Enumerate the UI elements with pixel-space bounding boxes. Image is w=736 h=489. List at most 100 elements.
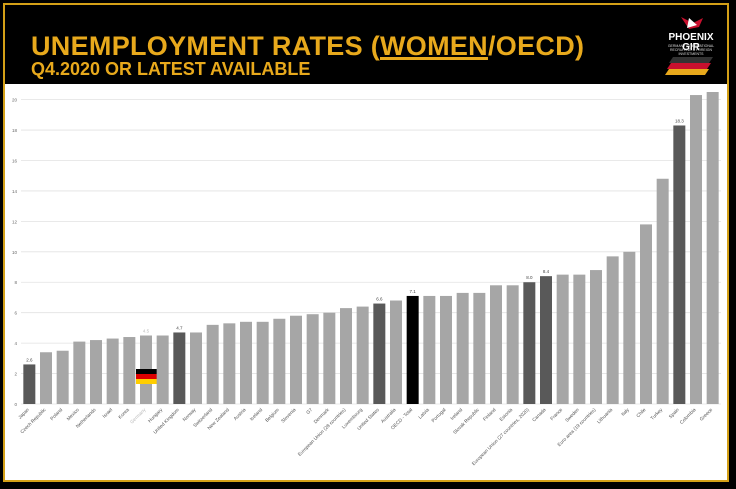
bar <box>456 292 469 404</box>
x-tick-label: Belgium <box>264 407 281 424</box>
x-tick-label: Canada <box>531 407 547 423</box>
chart-subtitle: Q4.2020 OR LATEST AVAILABLE <box>31 59 311 79</box>
y-tick-label: 8 <box>14 280 17 285</box>
x-tick-label: Lithuania <box>596 407 614 425</box>
data-label: 6.6 <box>376 297 383 302</box>
y-tick-label: 6 <box>14 311 17 316</box>
bar <box>223 323 236 404</box>
plot-area: 0 2 4 6 8 10 12 14 16 18 20 2.6 Japan Czech Republic P… <box>5 84 727 480</box>
data-label: 8.0 <box>526 275 533 280</box>
germany-flag-stripe <box>136 374 158 379</box>
x-tick-label: Germany <box>129 407 148 426</box>
y-tick-label: 12 <box>12 219 18 224</box>
x-tick-label: Japan <box>17 407 31 421</box>
bar <box>556 274 569 404</box>
bar <box>606 256 619 404</box>
y-tick-label: 20 <box>12 98 18 103</box>
bar <box>423 295 436 404</box>
x-tick-label: Austria <box>233 407 248 422</box>
bar <box>340 308 352 404</box>
x-tick-label: Colombia <box>679 407 698 426</box>
bar <box>190 332 202 404</box>
bar <box>506 285 519 404</box>
bar <box>306 314 319 404</box>
bar <box>173 332 186 404</box>
bar <box>356 306 369 404</box>
data-label: 4.7 <box>176 325 183 330</box>
x-tick-label: Ireland <box>449 407 464 422</box>
bar <box>156 335 169 404</box>
bar <box>706 92 719 404</box>
data-label: 18.3 <box>675 118 684 123</box>
phoenix-bird-icon <box>665 17 713 75</box>
chart-title: UNEMPLOYMENT RATES (WOMEN/OECD) <box>31 31 585 61</box>
x-tick-label: Norway <box>182 407 198 423</box>
x-tick-label: Estonia <box>499 407 515 423</box>
bar <box>56 350 69 404</box>
x-tick-label: Turkey <box>650 407 665 422</box>
bar <box>240 321 252 404</box>
x-tick-label: Mexico <box>66 407 81 422</box>
x-tick-label: Greece <box>699 407 715 423</box>
bar <box>490 285 502 404</box>
x-tick-label: France <box>549 407 564 422</box>
bar <box>623 251 636 404</box>
bar <box>256 321 269 404</box>
bar <box>123 337 136 404</box>
chart-frame: UNEMPLOYMENT RATES (WOMEN/OECD) Q4.2020 … <box>3 3 729 482</box>
x-tick-label: Korea <box>117 407 131 421</box>
x-tick-label: Italy <box>620 407 631 418</box>
germany-flag-stripe <box>136 369 158 374</box>
y-tick-label: 4 <box>14 341 17 346</box>
bar <box>656 178 669 404</box>
bar <box>323 312 336 404</box>
bar <box>573 274 586 404</box>
x-tick-label: Portugal <box>431 407 448 424</box>
y-tick-label: 2 <box>14 372 17 377</box>
bar <box>540 276 552 404</box>
bar <box>440 295 452 404</box>
bar <box>373 303 386 404</box>
bar <box>290 315 302 404</box>
header: UNEMPLOYMENT RATES (WOMEN/OECD) Q4.2020 … <box>5 5 727 81</box>
bar <box>690 95 702 405</box>
bar <box>106 338 119 404</box>
x-tick-label: European Union (27 countries, 2020) <box>471 407 531 467</box>
bar <box>273 318 286 404</box>
bar <box>73 341 86 404</box>
x-tick-label: Spain <box>668 407 681 420</box>
phoenix-logo: PHOENIX GIR GERMANY INTERNATIONAL RECRUI… <box>659 15 723 79</box>
y-tick-label: 16 <box>12 158 18 163</box>
data-label: 2.6 <box>26 357 33 362</box>
bar <box>406 295 419 404</box>
data-label: 7.1 <box>410 289 417 294</box>
x-tick-label: Hungary <box>147 407 164 424</box>
x-tick-label: Chile <box>635 407 647 419</box>
x-tick-label: Finland <box>482 407 498 423</box>
bar <box>206 324 219 404</box>
x-tick-label: G7 <box>305 407 314 416</box>
logo-subtext: GERMANY INTERNATIONAL RECRUITING & FOREI… <box>667 44 715 56</box>
data-label: 4.5 <box>143 329 150 334</box>
y-tick-label: 14 <box>12 189 18 194</box>
title-underlined-word: WOMEN <box>380 31 488 61</box>
bar <box>523 282 536 404</box>
x-tick-label: Israel <box>102 407 115 420</box>
bar <box>590 270 602 404</box>
germany-flag-stripe <box>136 379 158 384</box>
y-tick-label: 18 <box>12 128 18 133</box>
bar <box>23 364 36 404</box>
bar <box>673 125 686 405</box>
x-tick-label: Poland <box>49 407 64 422</box>
bar <box>390 300 402 404</box>
bar <box>90 340 102 404</box>
x-tick-label: Iceland <box>249 407 264 422</box>
x-tick-label: Latvia <box>417 407 431 421</box>
x-tick-label: Sweden <box>564 407 581 424</box>
x-tick-label: Australia <box>380 407 398 425</box>
bar <box>473 292 486 404</box>
data-label: 8.4 <box>543 269 550 274</box>
bar <box>640 224 652 404</box>
x-tick-label: Slovenia <box>280 407 297 424</box>
